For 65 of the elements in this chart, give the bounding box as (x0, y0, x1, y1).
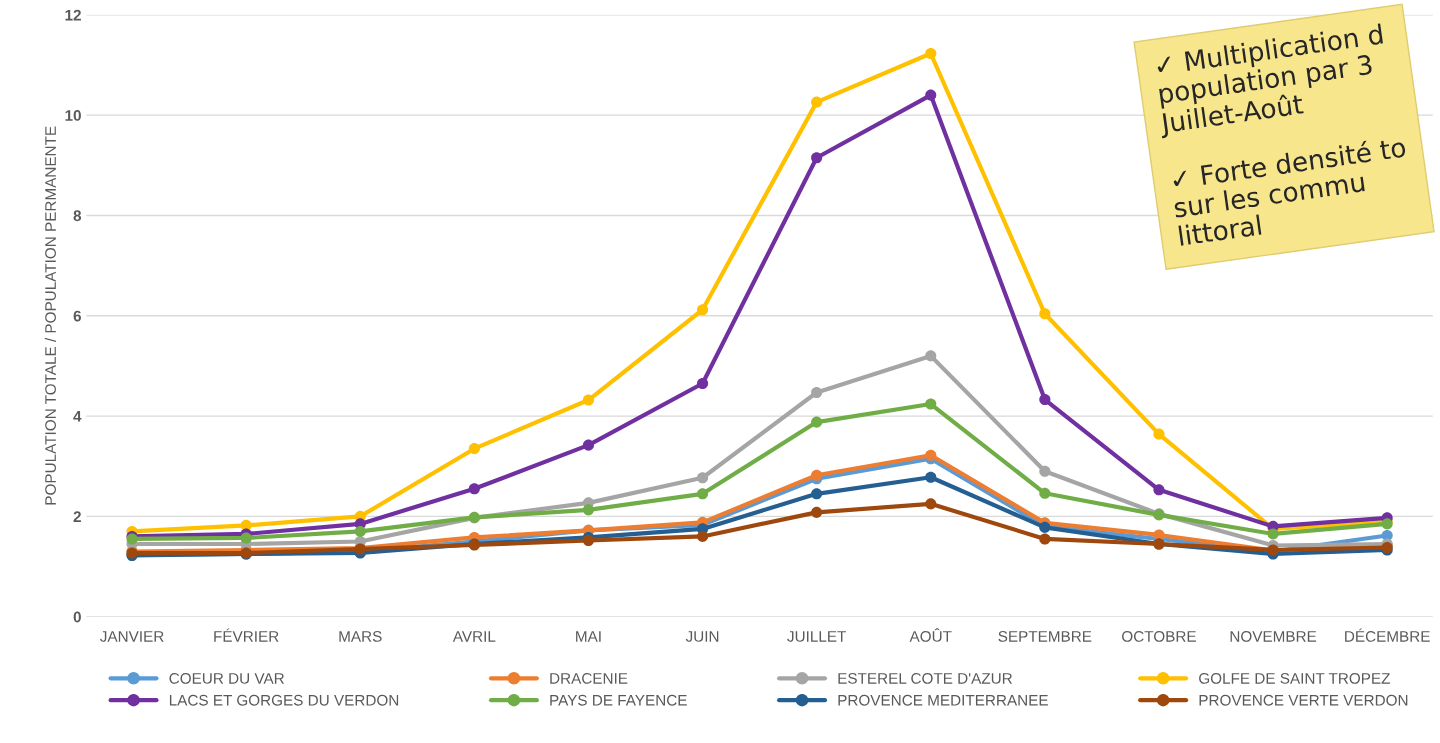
legend-label: ESTEREL COTE D'AZUR (838, 672, 1012, 684)
y-tick-label: 6 (73, 310, 81, 322)
point (696, 472, 709, 484)
y-tick-label: 8 (73, 210, 82, 222)
point (811, 506, 823, 518)
x-tick-label: SEPTEMBRE (998, 630, 1092, 642)
y-tick-label: 2 (73, 511, 81, 522)
legend-label: DRACENIE (550, 672, 628, 684)
point (811, 488, 823, 500)
legend-label: PROVENCE MEDITERRANEE (838, 694, 1048, 706)
point (1039, 308, 1051, 320)
point (582, 504, 594, 516)
point (1267, 528, 1279, 540)
point (696, 488, 709, 500)
point (696, 377, 709, 390)
x-tick-label: MARS (339, 630, 382, 642)
x-tick-label: FÉVRIER (214, 628, 279, 642)
point (925, 498, 937, 510)
point (925, 47, 937, 60)
point (354, 525, 366, 537)
x-tick-label: JUIN (685, 631, 719, 642)
point (582, 394, 594, 406)
point (925, 398, 937, 410)
legend-label: PROVENCE VERTE VERDON (1199, 694, 1408, 706)
x-tick-label: AOÛT (909, 628, 952, 642)
point (1039, 393, 1051, 406)
point (925, 89, 937, 101)
point (811, 469, 823, 481)
point (1039, 533, 1051, 545)
x-tick-label: AVRIL (452, 631, 496, 642)
point (811, 416, 823, 428)
point (696, 530, 709, 542)
legend-label: LACS ET GORGES DU VERDON (169, 694, 399, 706)
y-tick-label: 4 (73, 411, 82, 422)
x-tick-label: JANVIER (100, 631, 164, 642)
point (925, 350, 937, 362)
x-tick-label: DÉCEMBRE (1345, 628, 1430, 642)
point (696, 304, 709, 316)
annotation: ✓ Forte densité to sur les commu littoral (1172, 140, 1407, 247)
point (1039, 487, 1051, 499)
x-tick-label: NOVEMBRE (1230, 630, 1317, 642)
point (468, 483, 480, 495)
x-tick-label: JUILLET (787, 631, 847, 642)
y-tick-label: 0 (73, 611, 81, 623)
legend-label: COEUR DU VAR (169, 672, 284, 684)
point (1153, 428, 1165, 440)
point (811, 386, 823, 399)
point (240, 532, 252, 544)
legend-label: GOLFE DE SAINT TROPEZ (1199, 672, 1390, 684)
point (811, 96, 823, 108)
y-tick-label: 10 (65, 110, 81, 121)
point (468, 443, 480, 455)
point (925, 449, 937, 461)
annotation: ✓ Multiplication d population par 3 Juillet-Août (1155, 23, 1384, 139)
point (925, 471, 937, 483)
point (582, 439, 594, 451)
y-axis-title: POPULATION TOTALE / POPULATION PERMANENTE (44, 126, 56, 505)
point (1039, 465, 1051, 477)
point (1153, 484, 1165, 496)
x-tick-label: OCTOBRE (1122, 630, 1196, 642)
y-tick-label: 12 (65, 9, 81, 21)
point (582, 534, 594, 547)
legend-label: PAYS DE FAYENCE (550, 694, 687, 706)
point (811, 152, 823, 164)
x-tick-label: MAI (576, 631, 601, 642)
